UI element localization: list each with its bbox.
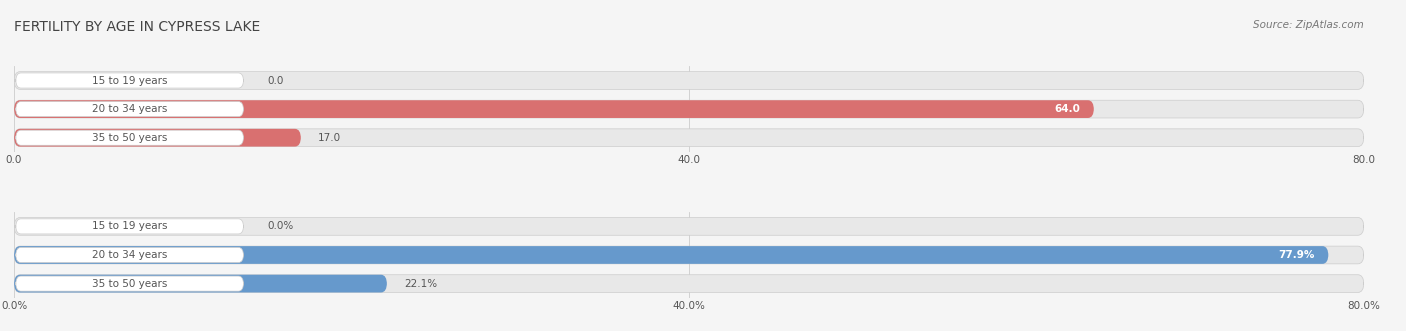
Text: 17.0: 17.0	[318, 133, 340, 143]
Text: 35 to 50 years: 35 to 50 years	[91, 133, 167, 143]
FancyBboxPatch shape	[15, 276, 243, 291]
Text: 77.9%: 77.9%	[1278, 250, 1315, 260]
FancyBboxPatch shape	[15, 219, 243, 234]
FancyBboxPatch shape	[14, 275, 387, 293]
FancyBboxPatch shape	[15, 102, 243, 117]
Text: 15 to 19 years: 15 to 19 years	[91, 75, 167, 85]
FancyBboxPatch shape	[14, 246, 1329, 264]
Text: 64.0: 64.0	[1054, 104, 1080, 114]
Text: FERTILITY BY AGE IN CYPRESS LAKE: FERTILITY BY AGE IN CYPRESS LAKE	[14, 20, 260, 34]
Text: 0.0: 0.0	[267, 75, 284, 85]
FancyBboxPatch shape	[15, 73, 243, 88]
Text: 20 to 34 years: 20 to 34 years	[91, 104, 167, 114]
Text: 35 to 50 years: 35 to 50 years	[91, 279, 167, 289]
FancyBboxPatch shape	[14, 275, 1364, 293]
Text: 22.1%: 22.1%	[404, 279, 437, 289]
FancyBboxPatch shape	[14, 100, 1364, 118]
FancyBboxPatch shape	[14, 129, 1364, 147]
FancyBboxPatch shape	[14, 100, 1094, 118]
FancyBboxPatch shape	[15, 130, 243, 145]
FancyBboxPatch shape	[14, 246, 1364, 264]
Text: 0.0%: 0.0%	[267, 221, 294, 231]
FancyBboxPatch shape	[15, 248, 243, 262]
Text: 15 to 19 years: 15 to 19 years	[91, 221, 167, 231]
Text: 20 to 34 years: 20 to 34 years	[91, 250, 167, 260]
Text: Source: ZipAtlas.com: Source: ZipAtlas.com	[1253, 20, 1364, 30]
FancyBboxPatch shape	[14, 129, 301, 147]
FancyBboxPatch shape	[14, 217, 1364, 235]
FancyBboxPatch shape	[14, 71, 1364, 89]
